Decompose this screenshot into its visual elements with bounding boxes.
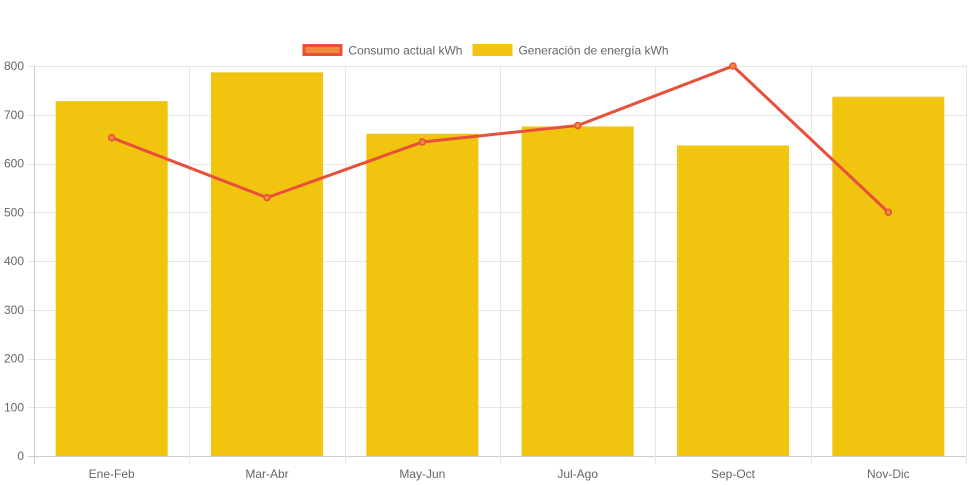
legend-swatch	[472, 44, 513, 56]
x-tick-label: Jul-Ago	[557, 467, 598, 481]
legend-label: Consumo actual kWh	[348, 44, 462, 58]
legend-swatch	[302, 44, 343, 56]
y-tick-label: 0	[17, 449, 24, 463]
y-axis: 0 100 200 300 400 500 600 700 800	[4, 59, 24, 463]
y-tick-label: 200	[4, 352, 24, 366]
line-point	[729, 62, 737, 70]
x-tick-label: May-Jun	[399, 467, 445, 481]
y-tick-label: 600	[4, 157, 24, 171]
x-axis: Ene-Feb Mar-Abr May-Jun Jul-Ago Sep-Oct Nov-D…	[89, 467, 910, 481]
x-tick-label: Ene-Feb	[89, 467, 135, 481]
y-tick-label: 500	[4, 205, 24, 219]
line-point	[573, 121, 582, 130]
y-tick-label: 800	[4, 59, 24, 73]
y-tick-label: 700	[4, 108, 24, 122]
bar-series	[55, 72, 945, 457]
legend: Consumo actual kWh Generación de energía …	[302, 44, 669, 58]
x-tick-label: Sep-Oct	[711, 467, 756, 481]
y-tick-label: 300	[4, 303, 24, 317]
y-tick-label: 400	[4, 254, 24, 268]
bar	[521, 126, 634, 456]
x-tick-label: Nov-Dic	[867, 467, 910, 481]
legend-item: Generación de energía kWh	[472, 44, 669, 58]
line-point	[418, 138, 427, 146]
bar	[55, 101, 168, 456]
legend-label: Generación de energía kWh	[518, 44, 668, 58]
line-path	[111, 64, 890, 214]
line-point	[107, 133, 116, 142]
bar	[366, 133, 479, 456]
x-tick-label: Mar-Abr	[245, 467, 288, 481]
grid	[28, 66, 967, 464]
line-series	[107, 62, 893, 216]
y-tick-label: 100	[4, 400, 24, 414]
bar	[832, 96, 945, 457]
line-point	[884, 208, 893, 216]
bar	[677, 145, 789, 456]
line-point	[263, 193, 271, 202]
bar	[211, 72, 323, 457]
legend-item: Consumo actual kWh	[302, 44, 462, 58]
